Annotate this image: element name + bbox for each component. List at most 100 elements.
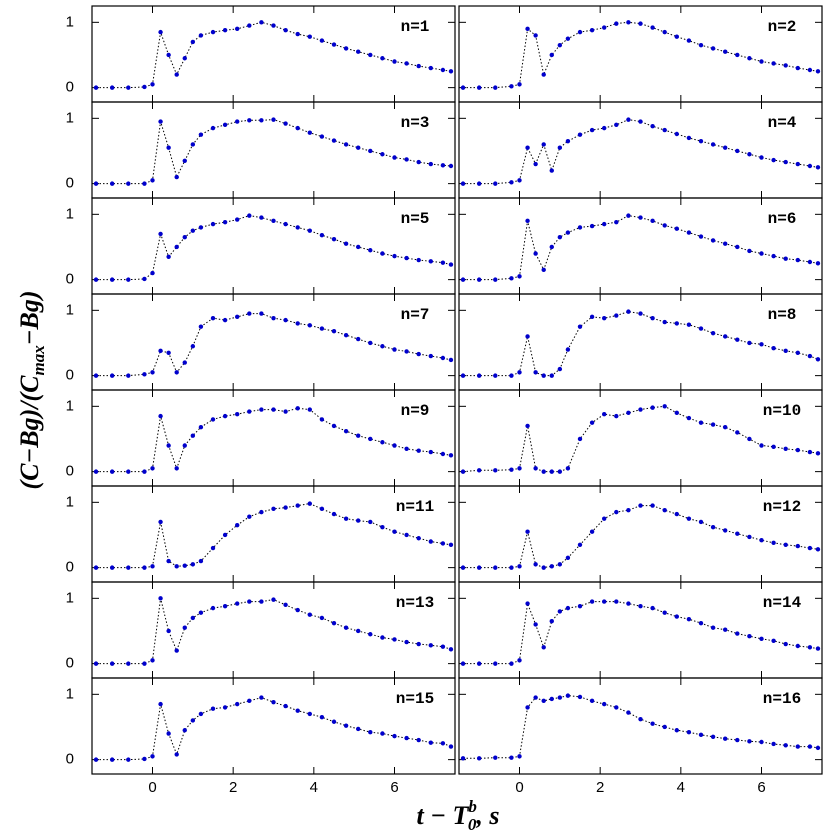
- data-point: [174, 370, 179, 375]
- data-point: [440, 644, 446, 649]
- data-point: [650, 405, 655, 410]
- data-point: [589, 420, 595, 425]
- data-point: [662, 29, 667, 35]
- data-point: [674, 614, 679, 619]
- data-point: [638, 311, 643, 316]
- data-point: [307, 228, 312, 233]
- data-point: [235, 411, 240, 417]
- data-point: [448, 262, 454, 267]
- data-point: [509, 373, 514, 378]
- data-point: [356, 336, 361, 342]
- data-point: [710, 238, 716, 243]
- panel-frame: [458, 677, 823, 775]
- data-point: [380, 440, 385, 445]
- data-point: [783, 256, 788, 261]
- data-point: [747, 436, 752, 442]
- data-point: [783, 446, 788, 451]
- data-point: [182, 56, 187, 61]
- data-point: [759, 155, 764, 160]
- data-point: [589, 698, 595, 704]
- data-point: [509, 276, 514, 281]
- y-tick-label: 1: [66, 301, 74, 318]
- data-point: [235, 314, 240, 320]
- y-tick-label: 0: [66, 559, 74, 576]
- data-point: [460, 181, 466, 186]
- data-point: [650, 503, 655, 508]
- data-point: [356, 628, 361, 634]
- data-point: [493, 85, 498, 90]
- data-point: [158, 231, 163, 237]
- data-point: [650, 25, 655, 30]
- data-point: [614, 599, 619, 604]
- data-point: [710, 330, 716, 336]
- data-point: [638, 407, 643, 412]
- data-point: [259, 118, 264, 123]
- x-tick-label: 2: [596, 779, 604, 796]
- data-point: [493, 755, 498, 760]
- data-point: [404, 532, 409, 538]
- data-point: [356, 433, 361, 438]
- data-point: [723, 528, 728, 533]
- data-point: [577, 29, 583, 35]
- data-point: [517, 658, 522, 663]
- data-point: [319, 714, 325, 720]
- y-tick-label: 0: [66, 751, 74, 768]
- data-point: [440, 67, 446, 73]
- data-point: [517, 370, 522, 375]
- data-point: [557, 234, 563, 240]
- data-point: [222, 413, 228, 419]
- data-point: [174, 466, 179, 471]
- data-point: [210, 125, 216, 131]
- data-point: [735, 430, 740, 435]
- data-point: [771, 157, 776, 163]
- data-point: [783, 542, 788, 547]
- x-label-sub: 0: [468, 815, 477, 834]
- data-point: [698, 519, 704, 525]
- data-point: [126, 85, 131, 90]
- data-point: [247, 599, 252, 604]
- data-point: [723, 145, 728, 150]
- data-point: [259, 215, 264, 220]
- data-point: [210, 545, 216, 551]
- data-point: [509, 84, 514, 89]
- panel-label: n=8: [768, 306, 797, 324]
- data-point: [368, 248, 373, 253]
- data-point: [283, 121, 288, 126]
- data-point: [533, 695, 538, 700]
- data-point: [158, 348, 163, 354]
- data-point: [650, 123, 655, 129]
- data-point: [759, 251, 764, 256]
- data-point: [638, 503, 643, 508]
- data-point: [368, 148, 373, 154]
- data-point: [476, 373, 482, 378]
- data-point: [182, 360, 187, 365]
- x-label-part: , s: [475, 801, 499, 830]
- data-point: [448, 647, 454, 652]
- data-point: [557, 469, 563, 474]
- data-point: [235, 522, 240, 528]
- data-point: [674, 226, 679, 231]
- data-point: [210, 315, 216, 321]
- data-point: [142, 469, 147, 474]
- data-point: [190, 562, 196, 567]
- data-point: [493, 277, 498, 282]
- data-point: [283, 27, 288, 33]
- data-point: [295, 125, 300, 131]
- data-point: [815, 357, 821, 362]
- data-point: [577, 542, 583, 547]
- series-line: [463, 311, 819, 377]
- data-point: [815, 547, 821, 552]
- data-point: [650, 605, 655, 611]
- data-point: [380, 635, 385, 640]
- y-tick-label: 1: [66, 493, 74, 510]
- data-point: [271, 597, 276, 602]
- data-point: [493, 181, 498, 186]
- data-point: [710, 625, 716, 630]
- data-point: [460, 469, 466, 474]
- data-point: [150, 466, 155, 471]
- data-point: [747, 634, 752, 639]
- data-point: [815, 646, 821, 651]
- data-point: [807, 449, 813, 455]
- data-point: [549, 469, 554, 474]
- data-point: [416, 63, 421, 69]
